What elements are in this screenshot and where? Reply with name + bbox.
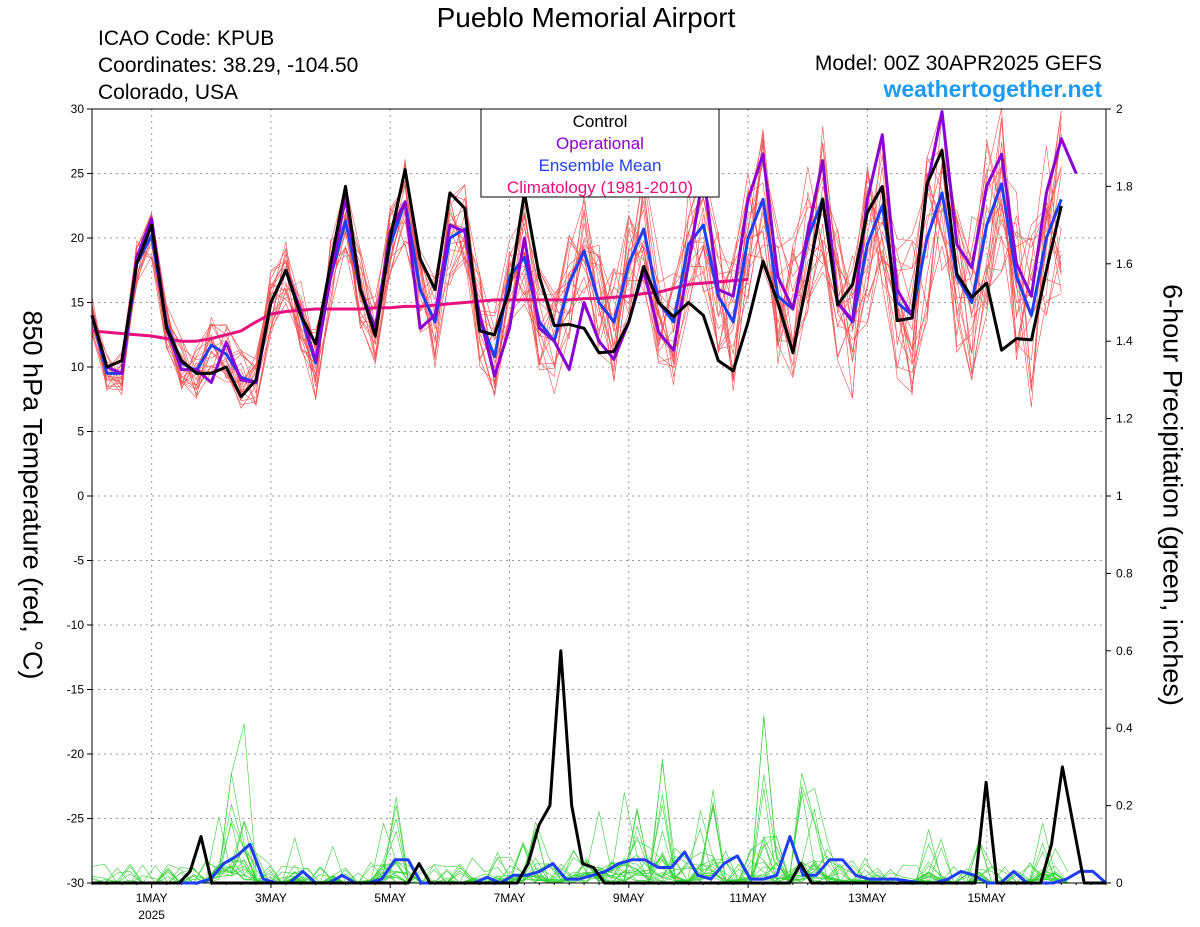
region: Colorado, USA — [98, 81, 239, 104]
legend-entry: Operational — [556, 134, 644, 153]
x-tick-label: 15MAY — [967, 891, 1005, 905]
y2-tick-label: 2 — [1116, 102, 1123, 116]
y2-tick-label: 1.6 — [1116, 257, 1133, 271]
x-tick-label: 5MAY — [374, 891, 406, 905]
x-tick-label: 1MAY — [136, 891, 168, 905]
site-name: weathertogether.net — [883, 76, 1102, 102]
y-tick-label: -5 — [73, 554, 84, 568]
y-tick-label: -30 — [67, 876, 85, 890]
y-tick-label: 5 — [77, 425, 84, 439]
y-tick-label: 20 — [71, 231, 85, 245]
chart-title: Pueblo Memorial Airport — [436, 2, 736, 33]
legend-entry: Control — [573, 112, 628, 131]
series-control — [90, 148, 1063, 399]
y-tick-label: -10 — [67, 618, 85, 632]
legend: Control Operational Ensemble Mean Climatolo… — [480, 108, 720, 198]
y2-tick-label: 0 — [1116, 876, 1123, 890]
ensemble-member-temp — [91, 139, 1062, 402]
y2-tick-label: 0.8 — [1116, 566, 1133, 580]
y2-tick-label: 0.6 — [1116, 644, 1133, 658]
ensemble-member-temp — [91, 166, 1062, 392]
legend-entry: Climatology (1981-2010) — [507, 178, 693, 197]
coordinates: Coordinates: 38.29, -104.50 — [98, 54, 359, 77]
y2-tick-label: 0.4 — [1116, 721, 1133, 735]
series-control-precipitation — [92, 649, 1106, 885]
y-tick-label: 25 — [71, 167, 85, 181]
ensemble-member-temp — [91, 108, 1062, 398]
x-tick-sublabel: 2025 — [138, 908, 165, 922]
ensemble-member-precip — [91, 785, 1068, 884]
y2-tick-label: 1.8 — [1116, 179, 1133, 193]
x-tick-label: 9MAY — [613, 891, 645, 905]
y-tick-label: -25 — [67, 812, 85, 826]
y-tick-label: 0 — [77, 489, 84, 503]
ensemble-member-temp — [91, 126, 1062, 409]
legend-entry: Ensemble Mean — [539, 156, 662, 175]
x-tick-label: 3MAY — [255, 891, 287, 905]
legend-box — [480, 108, 720, 198]
x-tick-label: 11MAY — [729, 891, 767, 905]
ensemble-member-temp — [91, 164, 1062, 406]
y2-tick-label: 1.4 — [1116, 334, 1133, 348]
y-tick-label: -20 — [67, 747, 85, 761]
icao-code: ICAO Code: KPUB — [98, 27, 275, 50]
y2-tick-label: 1.2 — [1116, 412, 1133, 426]
y2-tick-label: 1 — [1116, 489, 1123, 503]
y-tick-label: 30 — [71, 102, 85, 116]
series-climatology-1981-2010 — [91, 277, 749, 343]
ensemble-member-temp — [91, 159, 1062, 407]
y-tick-label: -15 — [67, 683, 85, 697]
x-tick-label: 7MAY — [494, 891, 526, 905]
y-tick-label: 15 — [71, 296, 85, 310]
x-tick-label: 13MAY — [848, 891, 886, 905]
y-tick-label: 10 — [71, 360, 85, 374]
y2-tick-label: 0.2 — [1116, 799, 1133, 813]
model-run: Model: 00Z 30APR2025 GEFS — [814, 52, 1102, 75]
